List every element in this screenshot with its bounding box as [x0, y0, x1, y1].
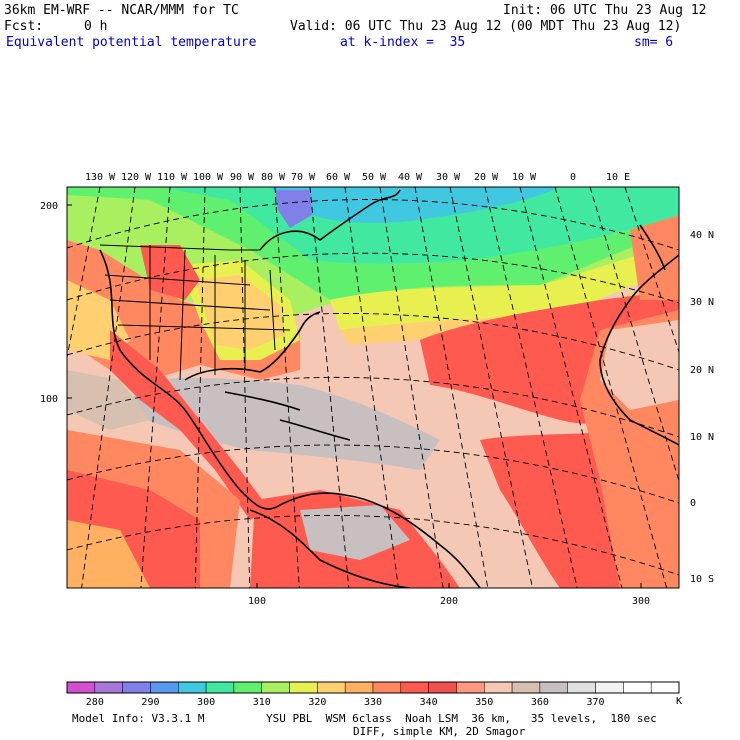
colorbar-label: 290 — [141, 697, 159, 708]
colorbar-swatch — [623, 681, 652, 694]
state-borders — [99, 244, 291, 381]
valid-time: Valid: 06 UTC Thu 23 Aug 12 (00 MDT Thu … — [290, 19, 682, 34]
colorbar-labels: 280 290 300 310 320 330 340 350 360 370 — [86, 697, 605, 708]
colorbar-swatch — [484, 681, 513, 694]
colorbar-swatch — [511, 681, 541, 694]
lat-label-20n: 20 N — [690, 365, 714, 376]
k-index: at k-index = 35 — [340, 35, 466, 50]
grid-label-x-100: 100 — [248, 596, 266, 607]
lon-label-60w: 60 W — [326, 172, 351, 183]
lat-label-0: 0 — [690, 498, 696, 509]
lat-label-10n: 10 N — [690, 432, 714, 443]
colorbar-label: 300 — [197, 697, 215, 708]
grid-label-x-200: 200 — [440, 596, 458, 607]
diffusion-info: DIFF, simple KM, 2D Smagor — [353, 725, 526, 738]
lon-label-0: 0 — [570, 172, 576, 183]
colorbar-swatch — [650, 681, 680, 694]
smoothing: sm= 6 — [634, 35, 674, 50]
colorbar-swatch — [344, 681, 374, 694]
colorbar-swatch — [567, 681, 596, 694]
colorbar-swatch — [428, 681, 457, 694]
lon-label-80w: 80 W — [261, 172, 286, 183]
colorbar-swatch — [205, 681, 235, 694]
colorbar-swatch — [150, 681, 179, 694]
colorbar-swatch — [539, 681, 568, 694]
lon-label-10w: 10 W — [512, 172, 537, 183]
lat-label-40n: 40 N — [690, 230, 714, 241]
colorbar-swatch — [178, 681, 207, 694]
colorbar-swatch — [317, 681, 346, 694]
lon-label-30w: 30 W — [436, 172, 461, 183]
colorbar-swatch — [261, 681, 290, 694]
forecast-label: Fcst: — [4, 19, 44, 34]
colorbar-swatch — [400, 681, 429, 694]
lon-label-90w: 90 W — [230, 172, 255, 183]
init-time: Init: 06 UTC Thu 23 Aug 12 — [503, 3, 707, 18]
lon-label-120w: 120 W — [121, 172, 152, 183]
graticule — [67, 187, 679, 588]
colorbar-frame — [66, 681, 680, 694]
lon-label-10e: 10 E — [606, 172, 630, 183]
colorbar-swatch — [372, 681, 402, 694]
field-name: Equivalent potential temperature — [6, 35, 257, 50]
lon-label-130w: 130 W — [85, 172, 116, 183]
colorbar-swatch — [289, 681, 318, 694]
model-title: 36km EM-WRF -- NCAR/MMM for TC — [4, 3, 239, 18]
colorbar-label: 350 — [475, 697, 493, 708]
grid-label-y-100: 100 — [40, 394, 58, 405]
lon-label-40w: 40 W — [398, 172, 423, 183]
colorbar-label: 370 — [587, 697, 605, 708]
colorbar-unit: K — [676, 696, 682, 707]
physics-info: YSU PBL WSM 6class Noah LSM 36 km, 35 le… — [266, 712, 657, 725]
colorbar-swatch — [122, 681, 151, 694]
colorbar-swatch — [233, 681, 262, 694]
forecast-value: 0 h — [84, 19, 108, 34]
grid-label-x-300: 300 — [632, 596, 650, 607]
colorbar-label: 330 — [364, 697, 382, 708]
colorbar-swatch — [595, 681, 624, 694]
colorbar-swatch — [456, 681, 485, 694]
lon-label-100w: 100 W — [193, 172, 224, 183]
colorbar-swatch — [94, 681, 123, 694]
colorbar-label: 340 — [420, 697, 438, 708]
model-info: Model Info: V3.3.1 M — [72, 712, 205, 725]
colorbar-label: 320 — [308, 697, 326, 708]
colorbar-label: 360 — [531, 697, 549, 708]
lon-label-20w: 20 W — [474, 172, 499, 183]
colorbar — [66, 681, 680, 694]
map-frame — [66, 186, 680, 589]
grid-label-y-200: 200 — [40, 201, 58, 212]
colorbar-swatch — [66, 681, 96, 694]
lon-label-110w: 110 W — [157, 172, 188, 183]
colorbar-label: 280 — [86, 697, 104, 708]
lon-label-70w: 70 W — [291, 172, 316, 183]
lon-label-50w: 50 W — [362, 172, 387, 183]
lat-label-30n: 30 N — [690, 297, 714, 308]
colorbar-label: 310 — [253, 697, 271, 708]
frame-ticks — [67, 204, 642, 588]
lat-label-10s: 10 S — [690, 574, 714, 585]
